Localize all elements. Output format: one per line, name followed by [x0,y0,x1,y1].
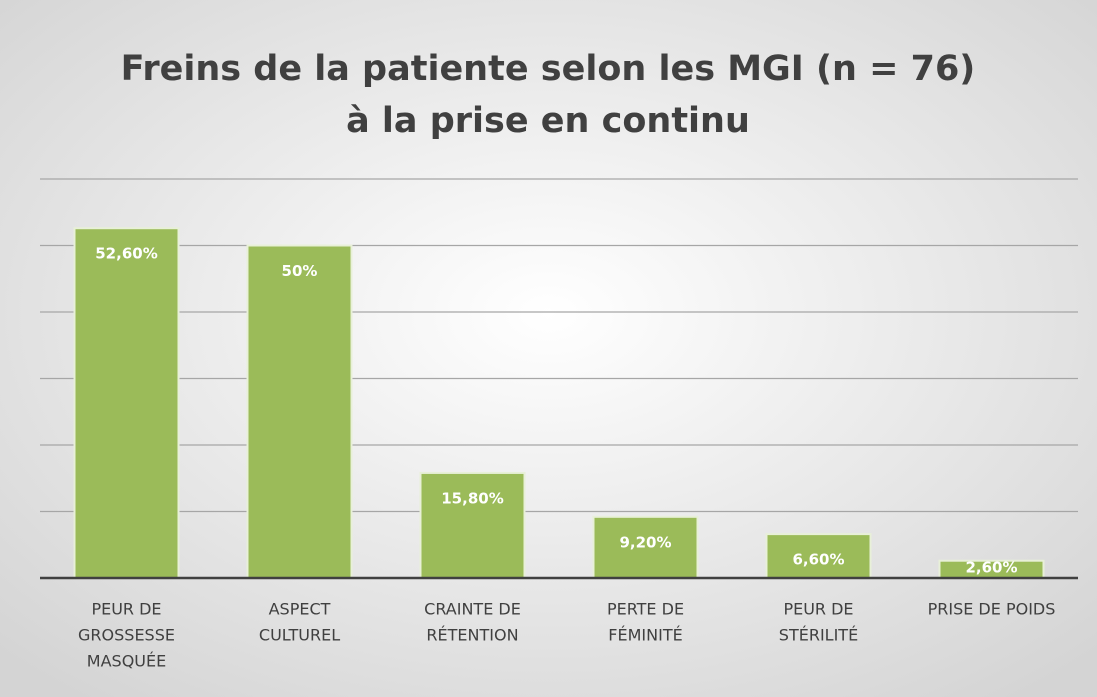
data-label: 9,20% [619,533,671,551]
data-label: 52,60% [95,245,157,263]
x-tick-label: MASQUÉE [87,652,166,671]
x-tick-label: CRAINTE DE [424,600,521,619]
data-label: 6,60% [792,551,844,569]
bar [73,227,180,580]
x-tick-label: RÉTENTION [426,626,518,645]
chart-title: Freins de la patiente selon les MGI (n =… [121,49,976,89]
x-tick-label: STÉRILITÉ [779,626,858,645]
bar [592,515,699,580]
x-tick-label: FÉMINITÉ [608,626,682,645]
x-tick-label: GROSSESSE [78,626,175,645]
x-tick-label: PEUR DE [91,600,161,619]
data-label: 15,80% [441,489,503,507]
x-tick-label: ASPECT [269,600,331,619]
bar [419,471,526,579]
data-label: 2,60% [965,559,1017,577]
data-label: 50% [282,262,318,280]
x-tick-label: PERTE DE [607,600,684,619]
x-tick-label: PEUR DE [783,600,853,619]
x-tick-label: CULTUREL [259,626,340,645]
x-tick-label: PRISE DE POIDS [928,600,1056,619]
bar [246,244,353,579]
chart-title: à la prise en continu [346,101,750,141]
